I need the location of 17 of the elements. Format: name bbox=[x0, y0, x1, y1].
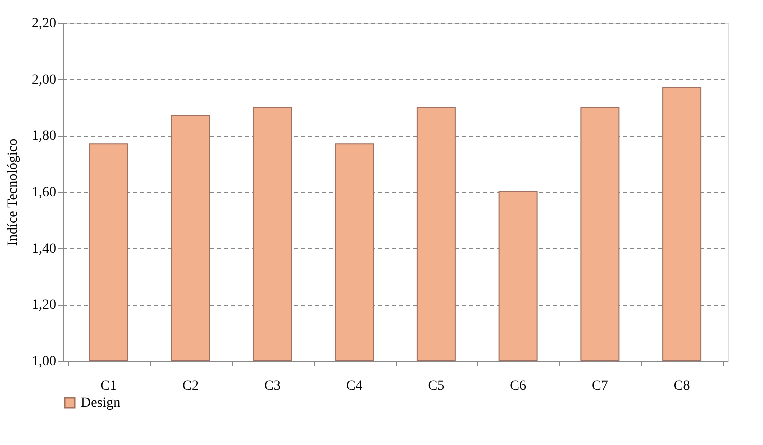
y-tick-label: 1,40 bbox=[32, 242, 56, 257]
y-tick-label: 1,80 bbox=[32, 129, 56, 144]
y-tick-label: 2,20 bbox=[32, 16, 56, 32]
x-tick-label: C3 bbox=[264, 379, 281, 394]
y-axis-title: Indíce Tecnológico bbox=[6, 138, 21, 246]
x-tick-label: C8 bbox=[674, 379, 690, 394]
x-tick-label: C7 bbox=[592, 379, 608, 394]
y-tick-label: 1,60 bbox=[32, 186, 56, 200]
y-tick-label: 1,20 bbox=[32, 298, 56, 314]
x-tick-label: C2 bbox=[182, 379, 199, 394]
y-tick-label: 1,00 bbox=[32, 354, 56, 370]
legend-label: Design bbox=[81, 396, 121, 411]
x-tick-label: C6 bbox=[510, 379, 526, 394]
x-tick-label: C5 bbox=[428, 379, 445, 394]
y-tick-label: 2,00 bbox=[32, 72, 56, 88]
x-tick-label: C1 bbox=[100, 379, 118, 394]
x-tick-label: C4 bbox=[346, 379, 363, 394]
